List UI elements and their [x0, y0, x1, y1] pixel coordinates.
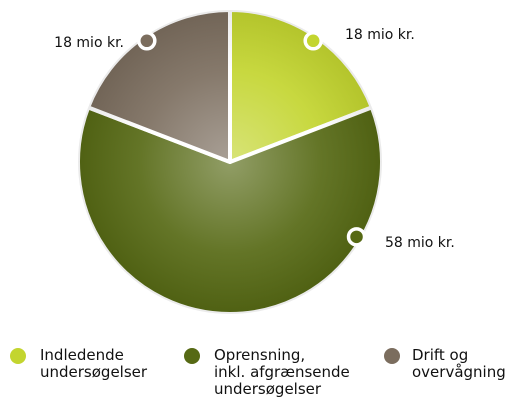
legend-swatch [384, 348, 400, 364]
legend-label: Drift og overvågning [412, 346, 506, 381]
legend-swatch [184, 348, 200, 364]
value-label: 58 mio kr. [385, 235, 455, 251]
label-marker [137, 31, 157, 51]
value-label: 18 mio kr. [54, 35, 124, 51]
label-marker [303, 31, 323, 51]
label-marker [346, 227, 367, 247]
legend-label: Oprensning, inkl. afgrænsende undersøgel… [214, 346, 350, 398]
legend-swatch [10, 348, 26, 364]
value-label: 18 mio kr. [345, 27, 415, 43]
legend-label: Indledende undersøgelser [40, 346, 148, 381]
